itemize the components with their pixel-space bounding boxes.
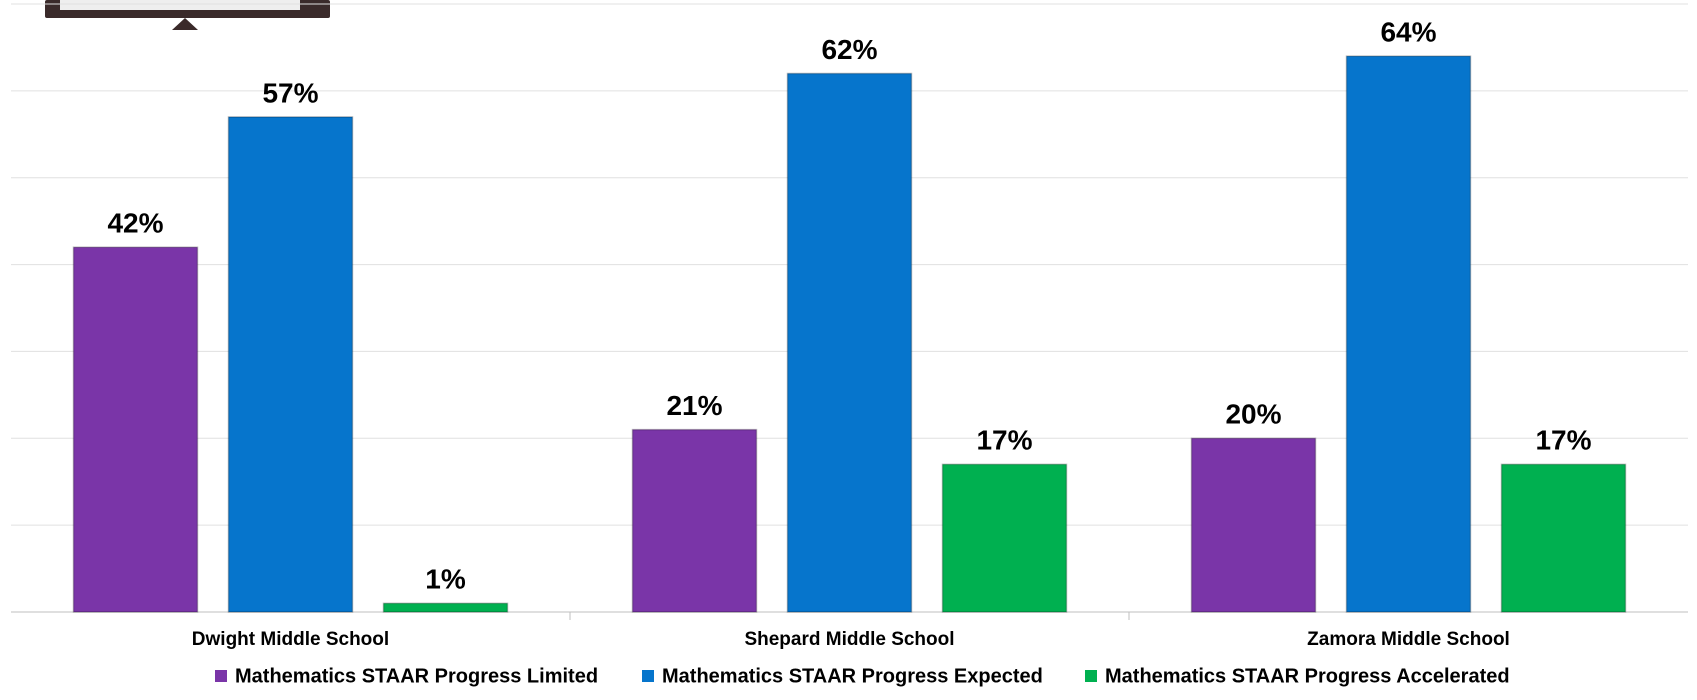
x-tick-label: Shepard Middle School: [744, 629, 954, 650]
bar: [1345, 55, 1472, 613]
bar: [1190, 437, 1317, 613]
legend-swatch: [215, 670, 227, 682]
legend-label: Mathematics STAAR Progress Expected: [662, 665, 1043, 687]
bar: [72, 246, 199, 613]
value-label: 17%: [976, 425, 1032, 456]
value-label: 17%: [1535, 425, 1591, 456]
bar: [786, 72, 913, 613]
value-label: 20%: [1225, 399, 1281, 430]
bar: [1500, 463, 1627, 613]
value-label: 1%: [425, 564, 466, 595]
value-label: 57%: [262, 77, 318, 108]
bar: [941, 463, 1068, 613]
x-tick-label: Zamora Middle School: [1307, 629, 1510, 650]
legend-label: Mathematics STAAR Progress Limited: [235, 665, 598, 687]
legend-swatch: [642, 670, 654, 682]
value-label: 64%: [1380, 17, 1436, 48]
value-label: 62%: [821, 34, 877, 65]
bar: [631, 428, 758, 613]
value-label: 42%: [107, 208, 163, 239]
legend-label: Mathematics STAAR Progress Accelerated: [1105, 665, 1510, 687]
value-label: 21%: [666, 390, 722, 421]
x-tick-label: Dwight Middle School: [192, 629, 389, 650]
bar: [227, 116, 354, 613]
legend-swatch: [1085, 670, 1097, 682]
bar: [382, 602, 509, 613]
